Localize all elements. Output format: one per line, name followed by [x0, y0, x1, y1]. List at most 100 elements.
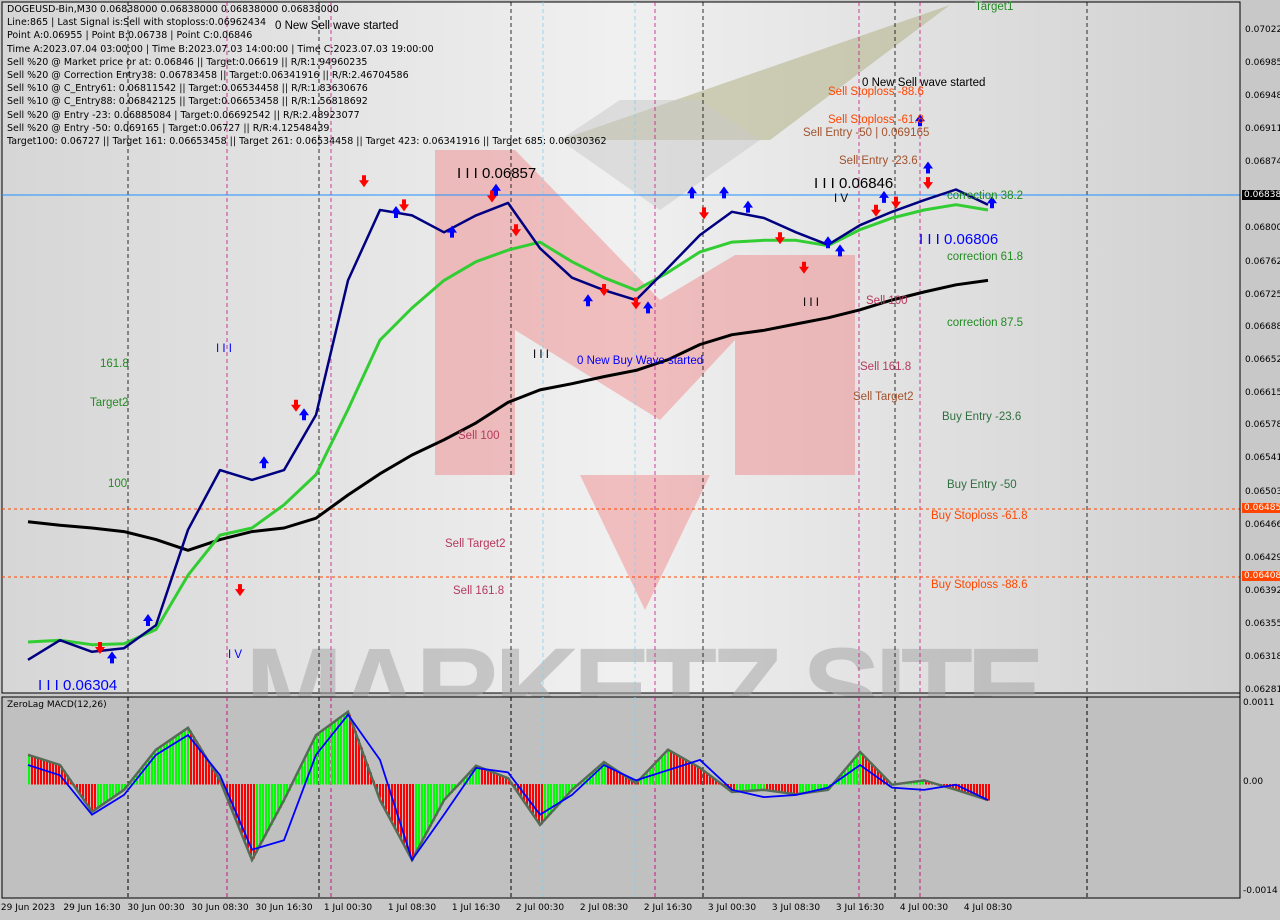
macd-bar [346, 713, 348, 785]
macd-bar [760, 784, 762, 791]
time-tick: 1 Jul 08:30 [387, 903, 437, 913]
macd-bar [430, 784, 432, 827]
macd-bar [862, 753, 864, 785]
macd-bar [94, 784, 96, 811]
macd-bar [271, 784, 273, 825]
buy-arrow-icon [391, 206, 401, 219]
macd-bar [592, 772, 594, 785]
macd-bar [646, 772, 648, 785]
macd-bar [493, 772, 495, 785]
time-tick: 1 Jul 00:30 [323, 903, 373, 913]
macd-bar [436, 784, 438, 816]
macd-bar [274, 784, 276, 820]
macd-bar [475, 766, 477, 785]
macd-bar [112, 784, 114, 799]
sell-wave-label: 0 New Sell wave started [862, 77, 986, 89]
macd-bar [256, 784, 258, 853]
macd-bar [463, 779, 465, 785]
macd-bar [460, 782, 462, 785]
macd-title: ZeroLag MACD(12,26) [7, 700, 107, 710]
macd-bar [397, 784, 399, 833]
macd-bar [178, 734, 180, 785]
macd-bar [793, 784, 795, 795]
macd-bar [64, 770, 66, 785]
macd-tick: 0.00 [1243, 777, 1264, 787]
info-panel: DOGEUSD-Bin,M30 0.06838000 0.06838000 0.… [7, 3, 607, 148]
macd-bar [805, 784, 807, 794]
macd-bar [841, 774, 843, 785]
correction-875: correction 87.5 [947, 317, 1024, 329]
buy-arrow-icon [491, 183, 501, 196]
macd-bar [358, 739, 360, 785]
macd-bar [151, 755, 153, 785]
macd-bar [757, 784, 759, 791]
macd-bar [421, 784, 423, 844]
sell-arrow-icon [487, 190, 497, 203]
macd-bar [184, 730, 186, 785]
macd-bar [640, 779, 642, 785]
macd-bar [568, 784, 570, 795]
macd-bar [925, 780, 927, 785]
macd-bar [814, 784, 816, 793]
info-line: Sell %10 @ C_Entry88: 0.06842125 || Targ… [7, 96, 368, 108]
price-tick: 0.06652 [1245, 354, 1280, 365]
macd-bar [682, 757, 684, 785]
macd-bar [883, 775, 885, 785]
sell-arrow-icon [511, 224, 521, 237]
macd-bar [205, 755, 207, 785]
price-tick: 0.06688 [1245, 322, 1280, 333]
sell-arrow-icon [399, 199, 409, 212]
macd-bar [298, 771, 300, 785]
sell-stoploss-618: Sell Stoploss -61.8 [828, 114, 924, 126]
macd-bar [118, 784, 120, 795]
macd-bar [283, 784, 285, 803]
macd-bar [544, 784, 546, 821]
macd-bar [388, 784, 390, 816]
macd-bar [607, 764, 609, 785]
macd-bar [490, 771, 492, 785]
wave-low-label: I I I 0.06304 [38, 677, 118, 694]
macd-bar [535, 784, 537, 819]
price-tick: 0.06615 [1245, 387, 1280, 398]
macd-bar [46, 760, 48, 785]
macd-bar [187, 728, 189, 785]
macd-bar [415, 784, 417, 855]
wave-iii-label: I I I [803, 297, 819, 309]
macd-bar [361, 747, 363, 785]
macd-bar [922, 780, 924, 785]
macd-bar [667, 750, 669, 785]
macd-bar [316, 735, 318, 785]
price-tick: 0.06466 [1245, 520, 1280, 531]
macd-bar [739, 784, 741, 793]
macd-bar [625, 775, 627, 785]
macd-bar [886, 778, 888, 785]
info-line: Target100: 0.06727 || Target 161: 0.0665… [7, 136, 607, 148]
macd-bar [850, 763, 852, 785]
macd-bar [952, 784, 954, 790]
macd-bar [913, 781, 915, 785]
macd-bar [439, 784, 441, 810]
macd-bar [709, 774, 711, 785]
macd-bar [199, 745, 201, 785]
macd-bar [847, 767, 849, 785]
price-tick: 0.06762 [1245, 256, 1280, 267]
macd-bar [325, 728, 327, 785]
macd-bar [589, 775, 591, 785]
macd-bar [145, 763, 147, 785]
macd-bar [514, 784, 516, 788]
macd-bar [610, 766, 612, 785]
macd-bar [628, 777, 630, 785]
macd-bar [343, 715, 345, 785]
macd-bar [247, 784, 249, 848]
time-tick: 29 Jun 2023 [0, 903, 56, 913]
macd-bar [619, 772, 621, 785]
macd-bar [688, 761, 690, 785]
sell-arrow-icon [235, 584, 245, 597]
macd-bar [154, 752, 156, 785]
macd-bar [712, 776, 714, 785]
macd-bar [703, 770, 705, 785]
macd-bar [175, 736, 177, 785]
buy-arrow-icon [879, 190, 889, 203]
macd-bar [49, 761, 51, 785]
